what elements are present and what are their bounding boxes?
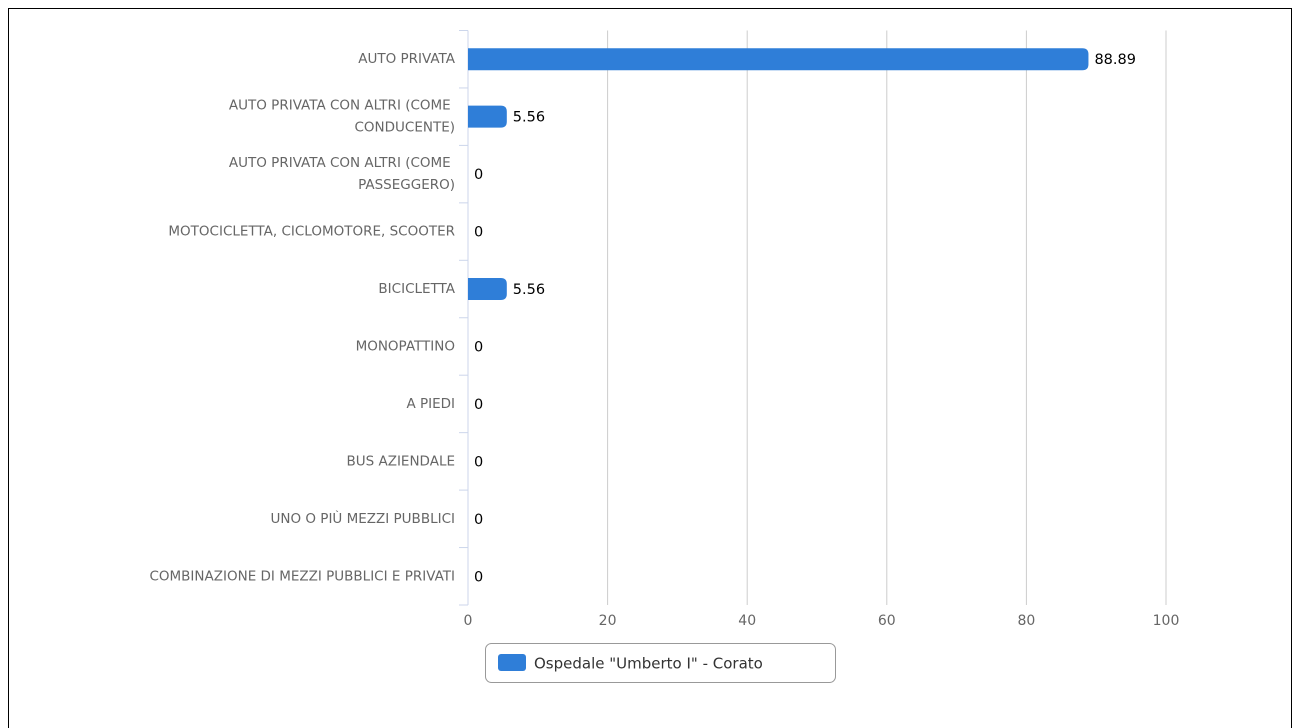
data-label: 0 bbox=[474, 569, 483, 585]
label-line: COMBINAZIONE DI MEZZI PUBBLICI E PRIVATI bbox=[149, 568, 455, 584]
data-label: 0 bbox=[474, 454, 483, 470]
label-line: MOTOCICLETTA, CICLOMOTORE, SCOOTER bbox=[168, 224, 455, 240]
legend-swatch bbox=[498, 654, 526, 671]
x-tick-label: 40 bbox=[738, 613, 756, 629]
y-tick-label: UNO O PIÙ MEZZI PUBBLICI bbox=[270, 509, 455, 527]
x-tick-label: 100 bbox=[1153, 613, 1180, 629]
label-line: BUS AZIENDALE bbox=[346, 453, 455, 469]
bar bbox=[468, 48, 1089, 71]
data-label: 0 bbox=[474, 225, 483, 241]
data-label: 0 bbox=[474, 397, 483, 413]
y-tick-label: BICICLETTA bbox=[378, 281, 455, 297]
y-tick-label: MONOPATTINO bbox=[356, 338, 455, 354]
data-label: 5.56 bbox=[513, 282, 545, 298]
bar bbox=[468, 278, 507, 301]
y-tick-label: MOTOCICLETTA, CICLOMOTORE, SCOOTER bbox=[168, 224, 455, 240]
label-line: AUTO PRIVATA CON ALTRI (COME bbox=[229, 155, 455, 171]
y-tick-label: BUS AZIENDALE bbox=[346, 453, 455, 469]
x-tick-label: 80 bbox=[1017, 613, 1035, 629]
label-line: UNO O PIÙ MEZZI PUBBLICI bbox=[270, 509, 455, 527]
bar bbox=[468, 105, 507, 128]
legend-label: Ospedale "Umberto I" - Corato bbox=[534, 655, 763, 673]
frame bbox=[8, 8, 1292, 728]
data-label: 5.56 bbox=[513, 110, 545, 126]
y-tick-label: AUTO PRIVATA CON ALTRI (COME CONDUCENTE) bbox=[229, 98, 455, 136]
label-line: PASSEGGERO) bbox=[358, 177, 455, 193]
x-tick-label: 60 bbox=[878, 613, 896, 629]
data-label: 0 bbox=[474, 339, 483, 355]
data-label: 88.89 bbox=[1094, 52, 1136, 68]
label-line: A PIEDI bbox=[406, 396, 455, 412]
y-tick-label: COMBINAZIONE DI MEZZI PUBBLICI E PRIVATI bbox=[149, 568, 455, 584]
data-label: 0 bbox=[474, 512, 483, 528]
label-line: AUTO PRIVATA bbox=[358, 51, 456, 67]
x-tick-label: 20 bbox=[599, 613, 617, 629]
y-tick-label: A PIEDI bbox=[406, 396, 455, 412]
label-line: CONDUCENTE) bbox=[354, 120, 455, 136]
data-label: 0 bbox=[474, 167, 483, 183]
x-tick-label: 0 bbox=[464, 613, 473, 629]
y-tick-label: AUTO PRIVATA CON ALTRI (COME PASSEGGERO) bbox=[229, 155, 455, 193]
label-line: MONOPATTINO bbox=[356, 338, 455, 354]
y-tick-label: AUTO PRIVATA bbox=[358, 51, 456, 67]
legend-box bbox=[485, 643, 836, 683]
label-line: AUTO PRIVATA CON ALTRI (COME bbox=[229, 98, 455, 114]
label-line: BICICLETTA bbox=[378, 281, 455, 297]
